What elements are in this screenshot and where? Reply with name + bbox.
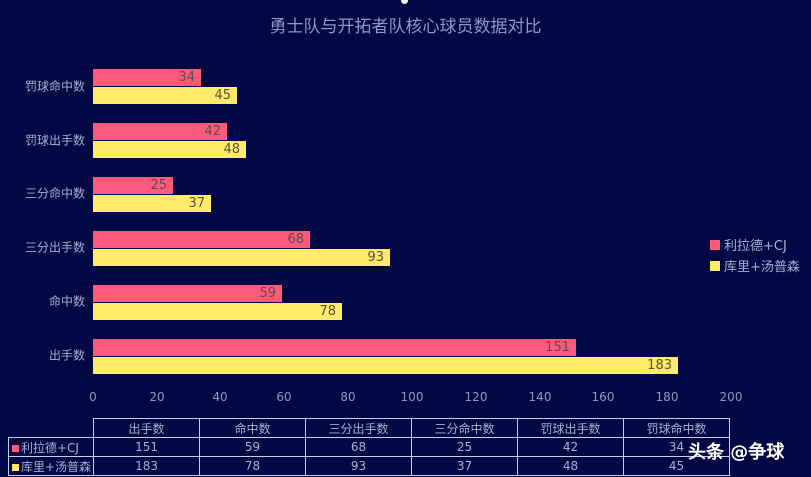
y-label-fg-made: 命中数	[48, 294, 85, 309]
table-header: 出手数	[93, 418, 201, 438]
table-header: 罚球命中数	[623, 418, 731, 438]
series-swatch-icon	[12, 463, 19, 471]
bar-s1-fg-made[interactable]: 59	[93, 285, 282, 302]
table-row: 利拉德+CJ 151 59 68 25 42 34	[7, 437, 731, 457]
table-cell: 93	[305, 456, 413, 476]
bar-s2-ft-made[interactable]: 45	[93, 87, 237, 104]
x-tick: 80	[340, 390, 356, 404]
x-tick: 180	[655, 390, 679, 404]
y-label-3p-att: 三分出手数	[24, 240, 85, 255]
table-header: 命中数	[199, 418, 307, 438]
table-header: 三分出手数	[305, 418, 413, 438]
row-label: 利拉德+CJ	[7, 437, 95, 457]
bar-s2-fg-att[interactable]: 183	[93, 357, 678, 374]
bar-s1-3p-made[interactable]: 25	[93, 177, 173, 194]
legend: 利拉德+CJ 库里+汤普森	[710, 234, 800, 276]
series-swatch-icon	[12, 444, 19, 452]
table-cell: 42	[517, 437, 625, 457]
legend-item-series-2[interactable]: 库里+汤普森	[710, 255, 800, 276]
y-label-3p-made: 三分命中数	[24, 186, 85, 201]
x-tick: 200	[719, 390, 743, 404]
legend-swatch-icon	[710, 260, 720, 271]
bar-s2-3p-att[interactable]: 93	[93, 249, 390, 266]
table-header: 三分命中数	[411, 418, 519, 438]
bar-s2-3p-made[interactable]: 37	[93, 195, 211, 212]
x-tick: 140	[528, 390, 552, 404]
x-tick: 60	[276, 390, 292, 404]
bar-s2-ft-att[interactable]: 48	[93, 141, 246, 158]
table-cell: 48	[517, 456, 625, 476]
bar-s1-ft-made[interactable]: 34	[93, 69, 201, 86]
table-row: 库里+汤普森 183 78 93 37 48 45	[7, 456, 731, 476]
table-cell: 183	[93, 456, 201, 476]
legend-item-series-1[interactable]: 利拉德+CJ	[710, 234, 800, 255]
x-tick: 0	[89, 390, 97, 404]
bar-s1-ft-att[interactable]: 42	[93, 123, 227, 140]
y-label-fg-att: 出手数	[48, 348, 85, 363]
chart-title: 勇士队与开拓者队核心球员数据对比	[269, 17, 542, 37]
data-table: 出手数 命中数 三分出手数 三分命中数 罚球出手数 罚球命中数 利拉德+CJ 1…	[7, 418, 731, 476]
x-tick: 40	[212, 390, 228, 404]
y-label-ft-made: 罚球命中数	[24, 79, 85, 94]
x-tick: 100	[400, 390, 424, 404]
x-tick: 20	[149, 390, 165, 404]
watermark: 头条 @争球	[688, 442, 785, 463]
row-label: 库里+汤普森	[7, 456, 95, 476]
table-cell: 151	[93, 437, 201, 457]
table-cell: 25	[411, 437, 519, 457]
bar-s1-fg-att[interactable]: 151	[93, 339, 576, 356]
table-header: 罚球出手数	[517, 418, 625, 438]
x-tick: 160	[591, 390, 615, 404]
table-cell: 45	[623, 456, 731, 476]
x-tick: 120	[464, 390, 488, 404]
top-dot	[401, 0, 408, 4]
bar-s1-3p-att[interactable]: 68	[93, 231, 310, 248]
table-cell: 37	[411, 456, 519, 476]
bar-s2-fg-made[interactable]: 78	[93, 303, 342, 320]
table-cell: 78	[199, 456, 307, 476]
legend-swatch-icon	[710, 239, 720, 250]
table-header-row: 出手数 命中数 三分出手数 三分命中数 罚球出手数 罚球命中数	[8, 418, 731, 438]
y-label-ft-att: 罚球出手数	[24, 133, 85, 148]
table-cell: 59	[199, 437, 307, 457]
table-cell: 68	[305, 437, 413, 457]
